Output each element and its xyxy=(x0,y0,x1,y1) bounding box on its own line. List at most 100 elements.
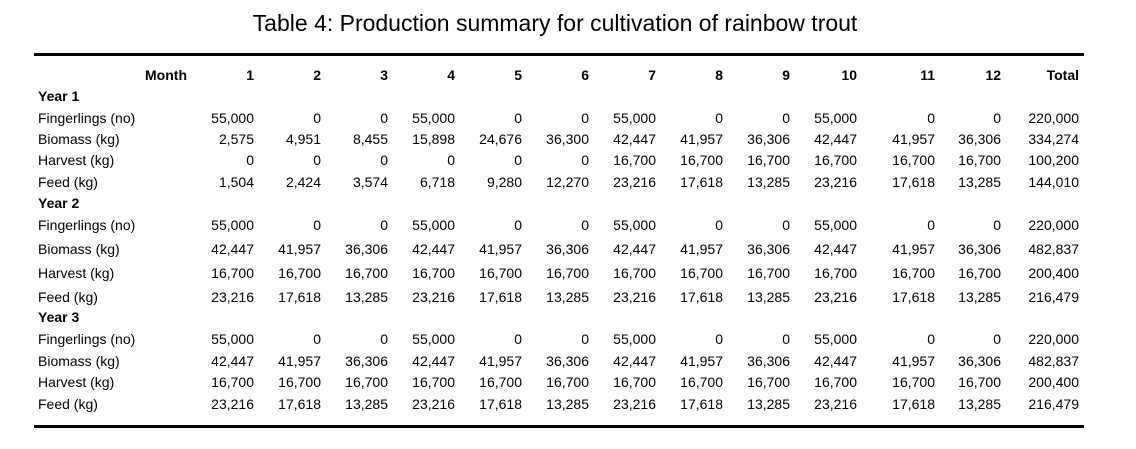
table-row: Biomass (kg) 42,447 41,957 36,306 42,447 41,9… xyxy=(0,239,1136,259)
table-cell: 0 xyxy=(313,110,321,126)
table-cell: 16,700 xyxy=(958,265,1001,281)
table-cell: 16,700 xyxy=(546,374,589,390)
table-cell: 36,306 xyxy=(747,353,790,369)
month-column-header: 5 xyxy=(514,67,522,83)
table-cell: 0 xyxy=(581,217,589,233)
total-cell: 216,479 xyxy=(1028,396,1079,412)
table-cell: 0 xyxy=(380,217,388,233)
table-cell: 16,700 xyxy=(211,265,254,281)
row-label: Feed (kg) xyxy=(38,289,98,305)
table-cell: 0 xyxy=(782,217,790,233)
table-cell: 16,700 xyxy=(345,265,388,281)
table-cell: 55,000 xyxy=(814,217,857,233)
table-cell: 36,306 xyxy=(345,241,388,257)
table-cell: 17,618 xyxy=(680,289,723,305)
table-cell: 0 xyxy=(581,331,589,347)
table-cell: 24,676 xyxy=(479,131,522,147)
table-cell: 0 xyxy=(514,331,522,347)
month-column-header: 11 xyxy=(920,67,935,83)
table-cell: 16,700 xyxy=(211,374,254,390)
table-cell: 16,700 xyxy=(345,374,388,390)
total-cell: 220,000 xyxy=(1028,110,1079,126)
table-cell: 0 xyxy=(782,331,790,347)
table-cell: 36,306 xyxy=(546,353,589,369)
table-row: Fingerlings (no) 55,000 0 0 55,000 0 0 55,000 0 0… xyxy=(0,329,1136,349)
table-cell: 0 xyxy=(313,217,321,233)
total-cell: 482,837 xyxy=(1028,241,1079,257)
table-cell: 16,700 xyxy=(278,265,321,281)
table-cell: 17,618 xyxy=(278,289,321,305)
row-label: Fingerlings (no) xyxy=(38,331,136,347)
table-cell: 17,618 xyxy=(278,396,321,412)
month-column-header: 2 xyxy=(313,67,321,83)
table-cell: 41,957 xyxy=(680,241,723,257)
table-cell: 23,216 xyxy=(412,396,455,412)
table-cell: 12,270 xyxy=(546,174,589,190)
table-cell: 13,285 xyxy=(345,396,388,412)
bottom-rule xyxy=(34,425,1084,428)
table-cell: 8,455 xyxy=(352,131,388,147)
month-column-header: 9 xyxy=(782,67,790,83)
row-label: Fingerlings (no) xyxy=(38,217,136,233)
table-row: Feed (kg) 23,216 17,618 13,285 23,216 17,618 1… xyxy=(0,287,1136,307)
table-cell: 16,700 xyxy=(747,374,790,390)
table-cell: 16,700 xyxy=(613,152,656,168)
table-cell: 13,285 xyxy=(747,289,790,305)
table-cell: 55,000 xyxy=(211,110,254,126)
table-cell: 6,718 xyxy=(419,174,455,190)
total-cell: 220,000 xyxy=(1028,331,1079,347)
table-cell: 0 xyxy=(514,152,522,168)
row-label: Feed (kg) xyxy=(38,174,98,190)
table-cell: 16,700 xyxy=(747,152,790,168)
row-label: Feed (kg) xyxy=(38,396,98,412)
table-cell: 16,700 xyxy=(412,265,455,281)
top-rule xyxy=(34,53,1084,56)
table-cell: 23,216 xyxy=(613,396,656,412)
table-row: Biomass (kg) 42,447 41,957 36,306 42,447 41,9… xyxy=(0,351,1136,371)
header-row: Month 1 2 3 4 5 6 7 8 9 10 11 12 Total xyxy=(0,65,1136,85)
table-cell: 55,000 xyxy=(613,110,656,126)
table-cell: 9,280 xyxy=(486,174,522,190)
table-cell: 0 xyxy=(993,217,1001,233)
table-cell: 36,306 xyxy=(546,241,589,257)
table-cell: 13,285 xyxy=(546,396,589,412)
row-label: Harvest (kg) xyxy=(38,152,115,168)
table-cell: 0 xyxy=(927,217,935,233)
table-cell: 42,447 xyxy=(814,131,857,147)
table-cell: 55,000 xyxy=(211,217,254,233)
total-cell: 100,200 xyxy=(1028,152,1079,168)
table-cell: 42,447 xyxy=(814,241,857,257)
table-cell: 0 xyxy=(581,152,589,168)
table-cell: 23,216 xyxy=(814,289,857,305)
table-cell: 13,285 xyxy=(747,396,790,412)
table-cell: 13,285 xyxy=(747,174,790,190)
table-cell: 41,957 xyxy=(680,353,723,369)
table-cell: 41,957 xyxy=(278,241,321,257)
table-cell: 17,618 xyxy=(680,174,723,190)
table-cell: 36,306 xyxy=(958,353,1001,369)
table-row: Fingerlings (no) 55,000 0 0 55,000 0 0 55,000 0 0… xyxy=(0,108,1136,128)
table-cell: 16,700 xyxy=(278,374,321,390)
row-label: Harvest (kg) xyxy=(38,374,115,390)
table-cell: 13,285 xyxy=(958,174,1001,190)
table-cell: 0 xyxy=(927,110,935,126)
table-cell: 36,306 xyxy=(958,131,1001,147)
table-cell: 0 xyxy=(380,331,388,347)
table-cell: 23,216 xyxy=(814,174,857,190)
table-cell: 2,575 xyxy=(218,131,254,147)
table-cell: 42,447 xyxy=(412,353,455,369)
table-cell: 16,700 xyxy=(814,152,857,168)
table-cell: 13,285 xyxy=(345,289,388,305)
table-row: Harvest (kg) 0 0 0 0 0 0 16,700 16,700 16,700 16,7… xyxy=(0,150,1136,170)
table-cell: 13,285 xyxy=(958,396,1001,412)
table-cell: 42,447 xyxy=(211,353,254,369)
table-cell: 0 xyxy=(993,110,1001,126)
table-row: Biomass (kg) 2,575 4,951 8,455 15,898 24,676 3… xyxy=(0,129,1136,149)
table-cell: 23,216 xyxy=(613,289,656,305)
table-cell: 55,000 xyxy=(412,331,455,347)
table-cell: 16,700 xyxy=(892,265,935,281)
table-cell: 4,951 xyxy=(285,131,321,147)
table-cell: 0 xyxy=(447,152,455,168)
total-cell: 216,479 xyxy=(1028,289,1079,305)
table-cell: 1,504 xyxy=(218,174,254,190)
